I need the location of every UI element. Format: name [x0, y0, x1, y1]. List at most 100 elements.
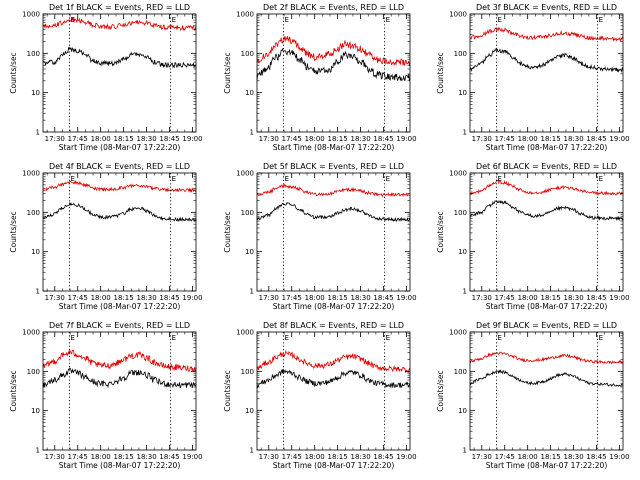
y-tick-label: 10 [31, 89, 40, 97]
plot-frame [469, 172, 624, 292]
y-tick-label: 10 [245, 89, 254, 97]
x-tick-label: 17:45 [68, 453, 88, 461]
x-tick-label: 18:45 [586, 453, 606, 461]
x-tick-label: 18:00 [305, 453, 325, 461]
marker-label: E [386, 16, 390, 24]
x-tick-label: 18:00 [91, 135, 111, 143]
marker-label: E [284, 16, 288, 24]
x-tick-label: 18:30 [350, 135, 370, 143]
panel-det8f: Det 8f BLACK = Events, RED = LLD E E 1 10 100… [223, 321, 417, 470]
events-series-line [256, 368, 411, 389]
x-tick-label: 17:30 [472, 294, 492, 302]
panel-title: Det 8f BLACK = Events, RED = LLD [263, 321, 404, 330]
marker-label: E [70, 334, 74, 342]
panel-title: Det 1f BLACK = Events, RED = LLD [49, 3, 190, 12]
x-tick-label: 18:15 [328, 453, 348, 461]
y-tick-label: 10 [458, 89, 467, 97]
marker-label: E [386, 334, 390, 342]
y-tick-label: 1000 [236, 329, 254, 337]
y-axis-label: Counts/sec [436, 52, 445, 93]
y-tick-label: 1 [250, 129, 254, 137]
marker-label: E [284, 175, 288, 183]
marker-label: E [172, 334, 176, 342]
panel-title: Det 9f BLACK = Events, RED = LLD [476, 321, 617, 330]
panel-title: Det 4f BLACK = Events, RED = LLD [49, 162, 190, 171]
x-tick-label: 18:15 [541, 294, 561, 302]
y-tick-label: 100 [27, 50, 40, 58]
plot-frame [42, 331, 197, 451]
panel-det1f: Det 1f BLACK = Events, RED = LLD E E 1 10 100… [9, 3, 203, 152]
x-axis-label: Start Time (08-Mar-07 17:22:20) [486, 143, 608, 152]
events-series-line [42, 46, 197, 69]
plot-frame [42, 172, 197, 292]
y-tick-label: 10 [31, 407, 40, 415]
lld-series-line [469, 351, 624, 365]
y-tick-label: 100 [241, 209, 254, 217]
x-tick-label: 18:15 [328, 135, 348, 143]
marker-label: E [172, 175, 176, 183]
y-tick-label: 10 [31, 248, 40, 256]
x-tick-label: 18:30 [350, 453, 370, 461]
marker-label: E [386, 175, 390, 183]
x-tick-label: 17:45 [282, 453, 302, 461]
x-axis-label: Start Time (08-Mar-07 17:22:20) [59, 302, 181, 311]
panel-det6f: Det 6f BLACK = Events, RED = LLD E E 1 10 100… [436, 162, 630, 311]
y-axis-label: Counts/sec [9, 52, 18, 93]
y-tick-label: 100 [454, 50, 467, 58]
marker-label: E [599, 175, 603, 183]
marker-label: E [284, 334, 288, 342]
x-tick-label: 19:00 [182, 135, 202, 143]
x-tick-label: 18:30 [136, 294, 156, 302]
lld-series-line [42, 349, 197, 373]
x-tick-label: 17:30 [45, 453, 65, 461]
x-axis-label: Start Time (08-Mar-07 17:22:20) [59, 461, 181, 470]
x-tick-label: 18:15 [114, 294, 134, 302]
y-tick-label: 1 [36, 129, 40, 137]
x-tick-label: 18:00 [91, 294, 111, 302]
marker-label: E [70, 175, 74, 183]
panel-det7f: Det 7f BLACK = Events, RED = LLD E E 1 10 100… [9, 321, 203, 470]
x-tick-label: 18:30 [350, 294, 370, 302]
y-axis-label: Counts/sec [223, 52, 232, 93]
x-tick-label: 18:00 [305, 135, 325, 143]
y-tick-label: 1000 [449, 329, 467, 337]
x-tick-label: 19:00 [609, 294, 629, 302]
events-series-line [469, 199, 624, 222]
lld-series-line [42, 16, 197, 32]
y-axis-label: Counts/sec [436, 211, 445, 252]
events-series-line [469, 47, 624, 73]
y-tick-label: 1 [250, 288, 254, 296]
x-tick-label: 17:45 [495, 294, 515, 302]
x-tick-label: 17:45 [495, 453, 515, 461]
panel-det4f: Det 4f BLACK = Events, RED = LLD E E 1 10 100… [9, 162, 203, 311]
x-tick-label: 19:00 [609, 135, 629, 143]
x-tick-label: 19:00 [396, 135, 416, 143]
events-series-line [469, 369, 624, 388]
plot-frame [469, 331, 624, 451]
lld-series-line [256, 350, 411, 374]
x-tick-label: 18:45 [159, 135, 179, 143]
marker-label: E [172, 16, 176, 24]
y-axis-label: Counts/sec [436, 370, 445, 411]
x-tick-label: 17:30 [472, 135, 492, 143]
x-tick-label: 18:00 [518, 135, 538, 143]
y-axis-label: Counts/sec [223, 370, 232, 411]
x-tick-label: 18:00 [518, 294, 538, 302]
x-tick-label: 18:45 [159, 453, 179, 461]
panel-det5f: Det 5f BLACK = Events, RED = LLD E E 1 10 100… [223, 162, 417, 311]
lld-series-line [469, 179, 624, 196]
plot-frame [469, 13, 624, 133]
y-tick-label: 1 [36, 447, 40, 455]
x-tick-label: 17:45 [68, 294, 88, 302]
x-tick-label: 18:45 [586, 294, 606, 302]
x-tick-label: 17:30 [259, 135, 279, 143]
marker-label: E [599, 16, 603, 24]
x-axis-label: Start Time (08-Mar-07 17:22:20) [273, 143, 395, 152]
x-axis-label: Start Time (08-Mar-07 17:22:20) [486, 302, 608, 311]
y-tick-label: 1000 [22, 329, 40, 337]
lld-series-line [256, 183, 411, 198]
panel-det2f: Det 2f BLACK = Events, RED = LLD E E 1 10 100… [223, 3, 417, 152]
y-tick-label: 1 [463, 288, 467, 296]
x-tick-label: 19:00 [182, 294, 202, 302]
marker-label: E [70, 16, 74, 24]
